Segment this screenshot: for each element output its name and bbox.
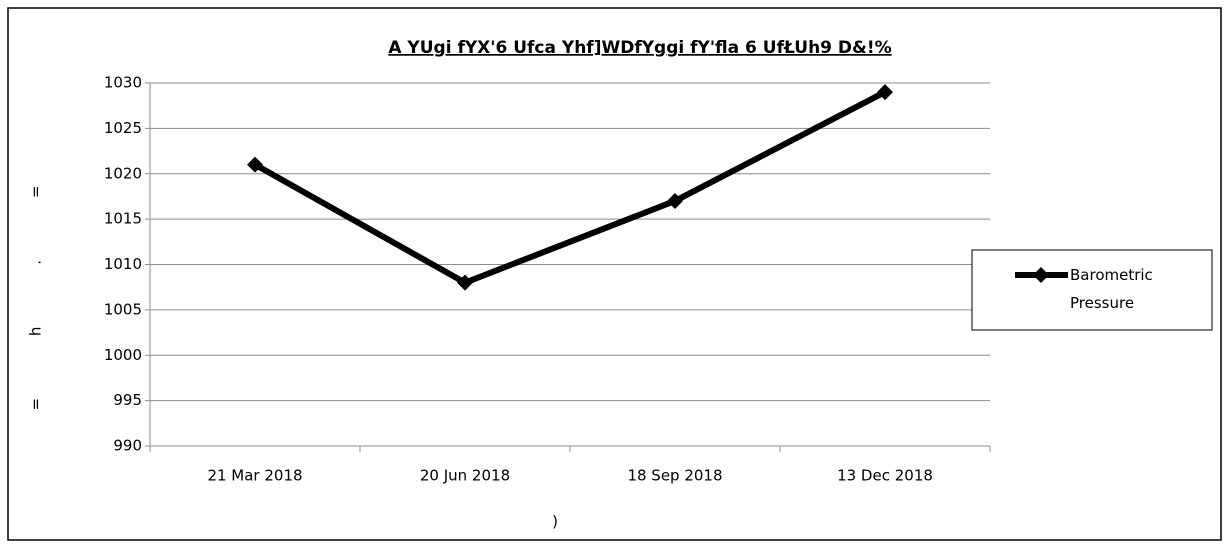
marker: [247, 156, 263, 173]
x-tick-label: 21 Mar 2018: [207, 467, 302, 485]
marker: [667, 192, 683, 209]
x-axis-label: ): [552, 513, 558, 531]
marker: [457, 274, 473, 291]
x-tick-label: 20 Jun 2018: [420, 467, 510, 485]
y-tick-label: 995: [113, 391, 142, 409]
y-tick-label: 1015: [104, 210, 142, 228]
line: [253, 89, 887, 286]
y-tick-label: 1005: [104, 300, 142, 318]
y-tick-label: 990: [113, 437, 142, 455]
chart-title: A YUgi fYX'6 Ufca Yhf]WDfYggi fY'fla 6 U…: [388, 38, 891, 58]
legend-label: Barometric Pressure: [1070, 266, 1158, 312]
x-tick-label: 18 Sep 2018: [627, 467, 722, 485]
x-tick-label: 13 Dec 2018: [837, 467, 933, 485]
y-tick-label: 1000: [104, 346, 142, 364]
y-tick-label: 1010: [104, 255, 142, 273]
legend-marker: [1033, 267, 1049, 283]
legend-box: [971, 249, 1213, 331]
y-tick-label: 1025: [104, 119, 142, 137]
y-tick-label: 1020: [104, 164, 142, 182]
y-tick-label: 1030: [104, 74, 142, 92]
marker: [877, 84, 893, 101]
